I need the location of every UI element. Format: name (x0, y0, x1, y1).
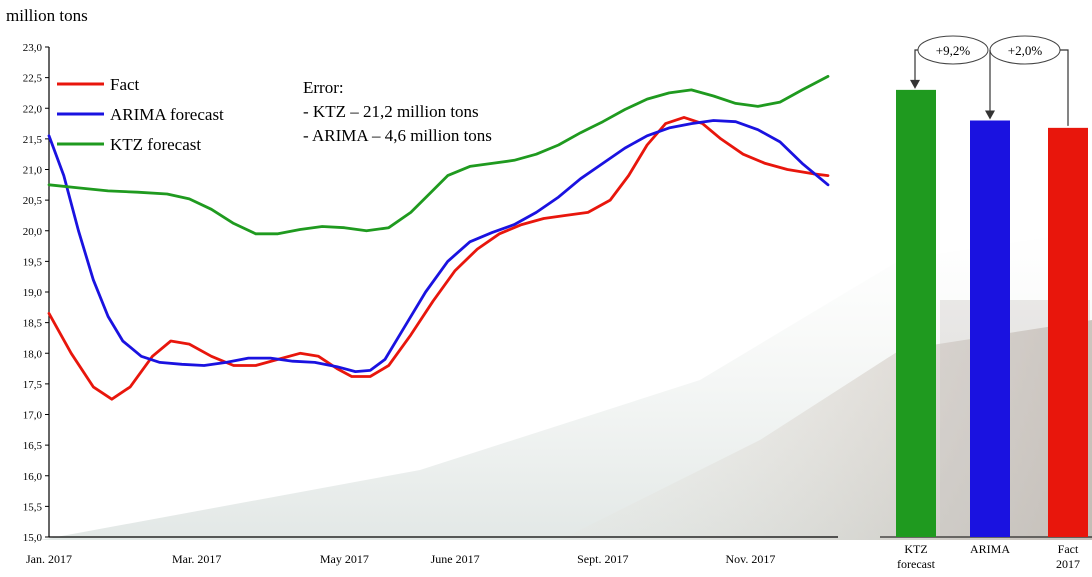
y-tick-label: 17,0 (23, 410, 43, 422)
bar-fact (1048, 127, 1088, 537)
x-tick-label: May 2017 (320, 552, 369, 566)
y-tick-label: 16,0 (23, 471, 43, 483)
arrow-connector (914, 49, 918, 86)
y-tick-label: 17,5 (23, 379, 43, 391)
bar-arima (970, 120, 1010, 537)
arrow-head (910, 79, 920, 89)
arrow-connector (1060, 49, 1069, 126)
x-tick-label: Nov. 2017 (726, 552, 776, 566)
pct-label: +2,0% (1008, 43, 1043, 58)
bar-label-fact: Fact (1058, 542, 1079, 556)
bar-label-arima: ARIMA (970, 542, 1010, 556)
y-tick-label: 19,0 (23, 287, 43, 299)
pct-label: +9,2% (936, 43, 971, 58)
x-tick-label: June 2017 (431, 552, 480, 566)
error-title: Error: (303, 78, 344, 97)
legend-label-arima: ARIMA forecast (110, 105, 224, 124)
y-axis-unit-label: million tons (6, 6, 88, 25)
error-note: Error: - KTZ – 21,2 million tons - ARIMA… (303, 76, 492, 148)
y-tick-label: 20,5 (23, 195, 43, 207)
bar-ktz (896, 89, 936, 537)
y-tick-label: 15,5 (23, 501, 43, 513)
x-tick-label: Mar. 2017 (172, 552, 221, 566)
error-line-ktz: - KTZ – 21,2 million tons (303, 102, 479, 121)
y-tick-label: 15,0 (23, 532, 43, 544)
series-line-ktz (47, 75, 830, 236)
y-tick-label: 23,0 (23, 42, 43, 54)
y-tick-label: 18,0 (23, 348, 43, 360)
y-tick-label: 19,5 (23, 256, 43, 268)
y-tick-label: 22,0 (23, 103, 43, 115)
y-tick-label: 16,5 (23, 440, 43, 452)
x-tick-label: Sept. 2017 (577, 552, 628, 566)
y-tick-label: 20,0 (23, 226, 43, 238)
legend-label-fact: Fact (110, 75, 140, 94)
legend-label-ktz: KTZ forecast (110, 135, 201, 154)
series-line-arima (47, 119, 830, 373)
x-tick-label: Jan. 2017 (26, 552, 72, 566)
y-tick-label: 22,5 (23, 73, 43, 85)
bar-label-ktz: forecast (897, 557, 936, 571)
error-line-arima: - ARIMA – 4,6 million tons (303, 126, 492, 145)
bar-label-fact: 2017 (1056, 557, 1080, 571)
y-tick-label: 18,5 (23, 318, 43, 330)
y-tick-label: 21,5 (23, 134, 43, 146)
y-tick-label: 21,0 (23, 165, 43, 177)
bar-label-ktz: KTZ (904, 542, 927, 556)
series-line-fact (47, 116, 830, 401)
arrow-head (985, 110, 995, 120)
